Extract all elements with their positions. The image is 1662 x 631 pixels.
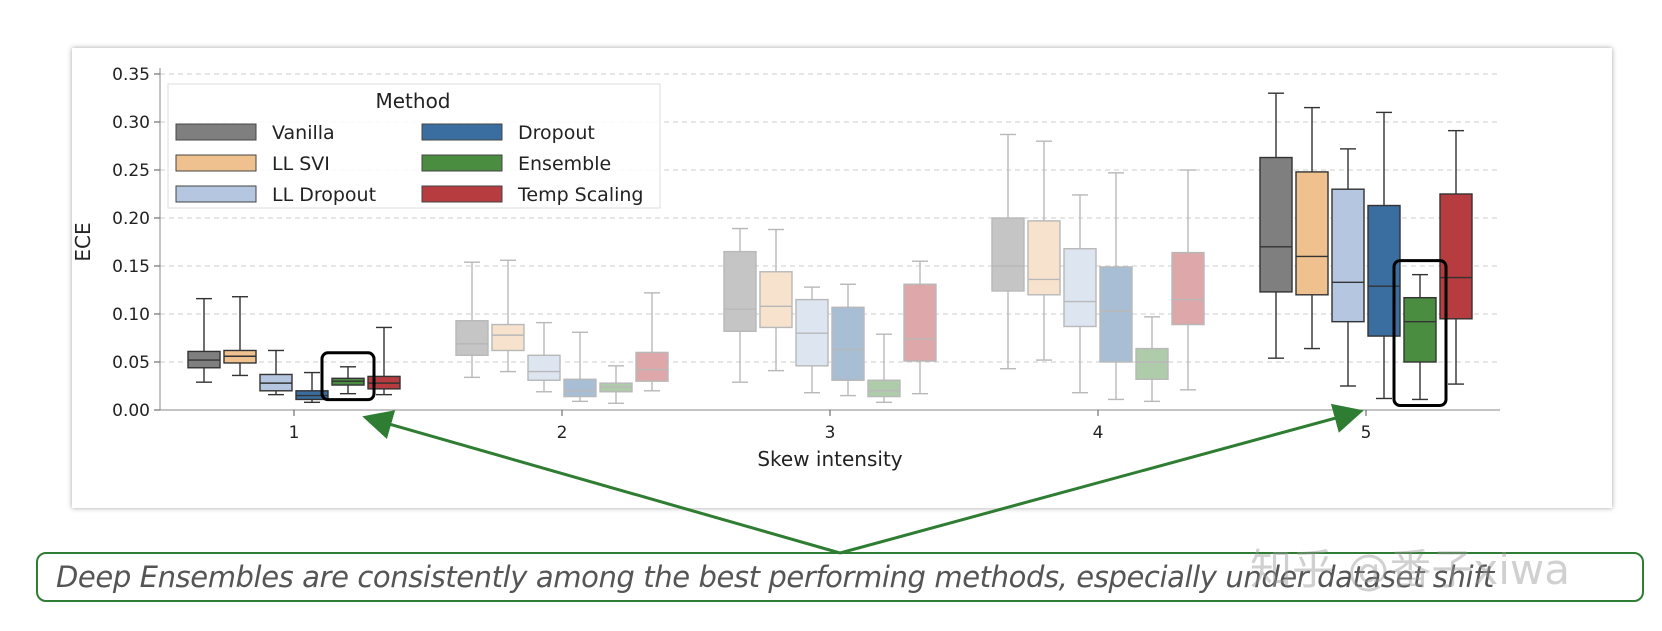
watermark: 知乎 @番子xiwa <box>1250 545 1570 594</box>
box-ll-svi-1 <box>223 296 257 377</box>
box-ensemble-1 <box>331 366 365 395</box>
box-temp-scaling-3 <box>903 260 937 395</box>
box-iqr <box>1099 266 1133 363</box>
box-ensemble-4 <box>1135 316 1169 403</box>
box-iqr <box>563 378 597 398</box>
y-tick-label: 0.20 <box>112 209 150 229</box>
legend-label: Vanilla <box>272 122 335 144</box>
y-tick-label: 0.10 <box>112 305 150 325</box>
chart-panel: 0.00 0.05 0.10 0.15 0.20 0.25 0.30 0.35 ECE Skew … <box>72 48 1612 508</box>
legend-swatch <box>175 154 257 172</box>
box-ll-dropout-5 <box>1331 148 1365 387</box>
box-iqr <box>1295 171 1329 296</box>
box-iqr <box>1135 347 1169 380</box>
box-iqr <box>831 306 865 381</box>
y-tick-label: 0.00 <box>112 401 150 421</box>
box-vanilla-3 <box>723 227 757 383</box>
box-iqr <box>1259 156 1293 293</box>
box-iqr <box>991 217 1025 292</box>
box-iqr <box>1063 248 1097 328</box>
box-iqr <box>491 323 525 352</box>
y-tick-label: 0.25 <box>112 161 150 181</box>
box-plot: 0.00 0.05 0.10 0.15 0.20 0.25 0.30 0.35 ECE Skew … <box>72 65 1500 471</box>
y-axis-label: ECE <box>72 222 95 261</box>
box-iqr <box>635 351 669 382</box>
legend-swatch <box>421 123 503 141</box>
box-ensemble-2 <box>599 365 633 404</box>
box-iqr <box>455 320 489 356</box>
x-tick-label: 2 <box>557 423 568 443</box>
legend-title: Method <box>375 89 450 113</box>
box-ensemble-3 <box>867 333 901 404</box>
box-dropout-2 <box>563 331 597 403</box>
box-iqr <box>1171 251 1205 326</box>
highlight-box <box>320 351 376 402</box>
box-vanilla-5 <box>1259 92 1293 359</box>
x-tick-label: 5 <box>1361 423 1372 443</box>
caption-box: Deep Ensembles are consistently among th… <box>36 552 1644 602</box>
x-tick-label: 3 <box>825 423 836 443</box>
legend-label: Temp Scaling <box>517 184 644 206</box>
box-iqr <box>903 283 937 362</box>
legend-swatch <box>421 154 503 172</box>
box-ll-dropout-1 <box>259 349 293 396</box>
box-vanilla-4 <box>991 133 1025 370</box>
legend-swatch <box>421 185 503 203</box>
box-ll-svi-3 <box>759 228 793 372</box>
y-tick-label: 0.05 <box>112 353 150 373</box>
box-ll-svi-4 <box>1027 140 1061 361</box>
x-tick-label: 4 <box>1093 423 1104 443</box>
box-temp-scaling-1 <box>367 326 401 396</box>
box-iqr <box>1331 188 1365 323</box>
y-tick-label: 0.15 <box>112 257 150 277</box>
y-tick-label: 0.30 <box>112 113 150 133</box>
highlight-box <box>1392 259 1448 407</box>
box-iqr <box>1027 220 1061 296</box>
box-ll-svi-2 <box>491 259 525 373</box>
box-ll-dropout-2 <box>527 321 561 393</box>
legend-label: LL SVI <box>272 153 330 175</box>
x-tick-label: 1 <box>289 423 300 443</box>
legend-label: LL Dropout <box>272 184 376 206</box>
box-dropout-4 <box>1099 172 1133 401</box>
box-iqr <box>527 354 561 381</box>
box-temp-scaling-2 <box>635 292 669 392</box>
box-iqr <box>759 271 793 329</box>
box-iqr <box>723 250 757 332</box>
box-ensemble-5 <box>1403 273 1437 401</box>
box-vanilla-2 <box>455 261 489 379</box>
caption-text: Deep Ensembles are consistently among th… <box>56 560 1494 594</box>
legend-label: Ensemble <box>518 153 611 175</box>
legend-swatch <box>175 185 257 203</box>
box-iqr <box>1403 296 1437 363</box>
box-ll-dropout-4 <box>1063 194 1097 394</box>
box-ll-svi-5 <box>1295 106 1329 350</box>
legend-label: Dropout <box>518 122 595 144</box>
box-dropout-3 <box>831 283 865 397</box>
box-vanilla-1 <box>187 297 221 383</box>
y-tick-label: 0.35 <box>112 65 150 85</box>
box-temp-scaling-4 <box>1171 169 1205 391</box>
box-iqr <box>867 379 901 398</box>
x-axis-label: Skew intensity <box>757 447 902 471</box>
legend: Method Vanilla LL SVI LL Dropout Dropout Ense… <box>167 83 661 209</box>
box-ll-dropout-3 <box>795 286 829 394</box>
legend-swatch <box>175 123 257 141</box>
